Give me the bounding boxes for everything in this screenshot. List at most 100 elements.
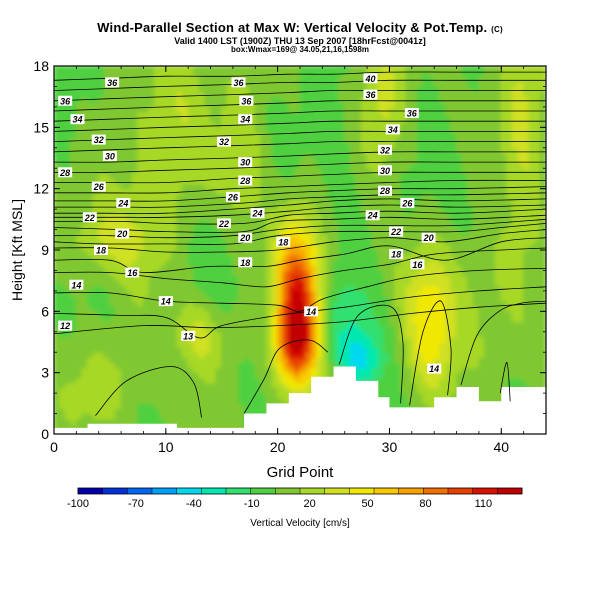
velocity-cell (467, 326, 474, 333)
velocity-cell (394, 402, 402, 410)
velocity-cell (142, 213, 150, 220)
velocity-cell (304, 218, 312, 226)
velocity-cell (489, 356, 497, 364)
velocity-cell (467, 320, 474, 328)
velocity-cell (159, 305, 167, 312)
velocity-cell (237, 218, 245, 226)
velocity-cell (495, 336, 502, 343)
velocity-cell (193, 372, 200, 379)
velocity-cell (249, 320, 256, 328)
velocity-cell (288, 142, 296, 149)
velocity-cell (215, 377, 223, 384)
velocity-cell (170, 346, 178, 353)
velocity-cell (388, 336, 396, 343)
velocity-cell (120, 249, 128, 256)
velocity-cell (444, 372, 452, 379)
velocity-cell (159, 249, 167, 256)
velocity-cell (70, 239, 77, 246)
velocity-cell (232, 285, 240, 292)
velocity-cell (221, 264, 228, 272)
velocity-cell (265, 254, 273, 261)
velocity-cell (483, 259, 491, 266)
velocity-cell (349, 198, 357, 205)
velocity-cell (260, 285, 268, 292)
velocity-cell (405, 351, 413, 358)
velocity-cell (204, 366, 212, 374)
velocity-cell (455, 213, 463, 220)
velocity-cell (109, 172, 117, 180)
velocity-cell (478, 305, 486, 312)
velocity-cell (198, 254, 206, 261)
velocity-cell (517, 208, 525, 215)
velocity-cell (439, 280, 446, 287)
velocity-cell (344, 223, 351, 231)
velocity-cell (165, 254, 173, 261)
velocity-cell (433, 331, 441, 338)
velocity-cell (360, 295, 368, 302)
velocity-cell (265, 285, 273, 292)
velocity-cell (249, 147, 256, 154)
velocity-cell (198, 418, 206, 425)
velocity-cell (500, 147, 508, 154)
velocity-cell (299, 167, 307, 174)
velocity-cell (181, 269, 189, 277)
velocity-cell (439, 172, 446, 180)
velocity-cell (489, 366, 497, 374)
velocity-cell (232, 336, 240, 343)
velocity-cell (64, 356, 72, 364)
velocity-cell (92, 377, 100, 384)
velocity-cell (187, 274, 195, 282)
velocity-cell (159, 418, 167, 425)
velocity-cell (98, 228, 105, 236)
velocity-cell (427, 182, 435, 190)
velocity-cell (489, 264, 497, 272)
velocity-cell (366, 228, 374, 236)
velocity-cell (500, 361, 508, 369)
velocity-cell (288, 341, 296, 348)
velocity-cell (120, 310, 128, 318)
velocity-cell (427, 244, 435, 251)
velocity-cell (109, 397, 117, 404)
velocity-cell (148, 249, 156, 256)
velocity-cell (500, 326, 508, 333)
velocity-cell (126, 305, 133, 312)
velocity-cell (366, 254, 374, 261)
velocity-cell (159, 356, 167, 364)
velocity-cell (54, 361, 61, 369)
velocity-cell (282, 346, 290, 353)
velocity-cell (332, 228, 340, 236)
velocity-cell (148, 418, 156, 425)
velocity-cell (75, 228, 83, 236)
velocity-cell (221, 234, 228, 241)
velocity-cell (344, 177, 351, 185)
velocity-cell (495, 346, 502, 353)
velocity-cell (321, 142, 329, 149)
velocity-cell (232, 351, 240, 358)
velocity-cell (523, 341, 530, 348)
velocity-cell (109, 228, 117, 236)
velocity-cell (282, 203, 290, 210)
velocity-cell (444, 377, 452, 384)
velocity-cell (517, 244, 525, 251)
velocity-cell (327, 290, 335, 297)
velocity-cell (92, 361, 100, 369)
velocity-cell (75, 167, 83, 174)
velocity-cell (109, 366, 117, 374)
velocity-cell (176, 223, 184, 231)
velocity-cell (299, 361, 307, 369)
velocity-cell (226, 259, 234, 266)
velocity-cell (506, 172, 514, 180)
velocity-cell (98, 407, 105, 415)
velocity-cell (467, 351, 474, 358)
velocity-cell (310, 182, 318, 190)
velocity-cell (193, 290, 200, 297)
velocity-cell (148, 239, 156, 246)
velocity-cell (54, 377, 61, 384)
velocity-cell (165, 193, 173, 200)
velocity-cell (355, 377, 363, 384)
velocity-cell (332, 336, 340, 343)
velocity-cell (517, 203, 525, 210)
velocity-cell (282, 366, 290, 374)
velocity-cell (204, 269, 212, 277)
velocity-cell (383, 295, 391, 302)
